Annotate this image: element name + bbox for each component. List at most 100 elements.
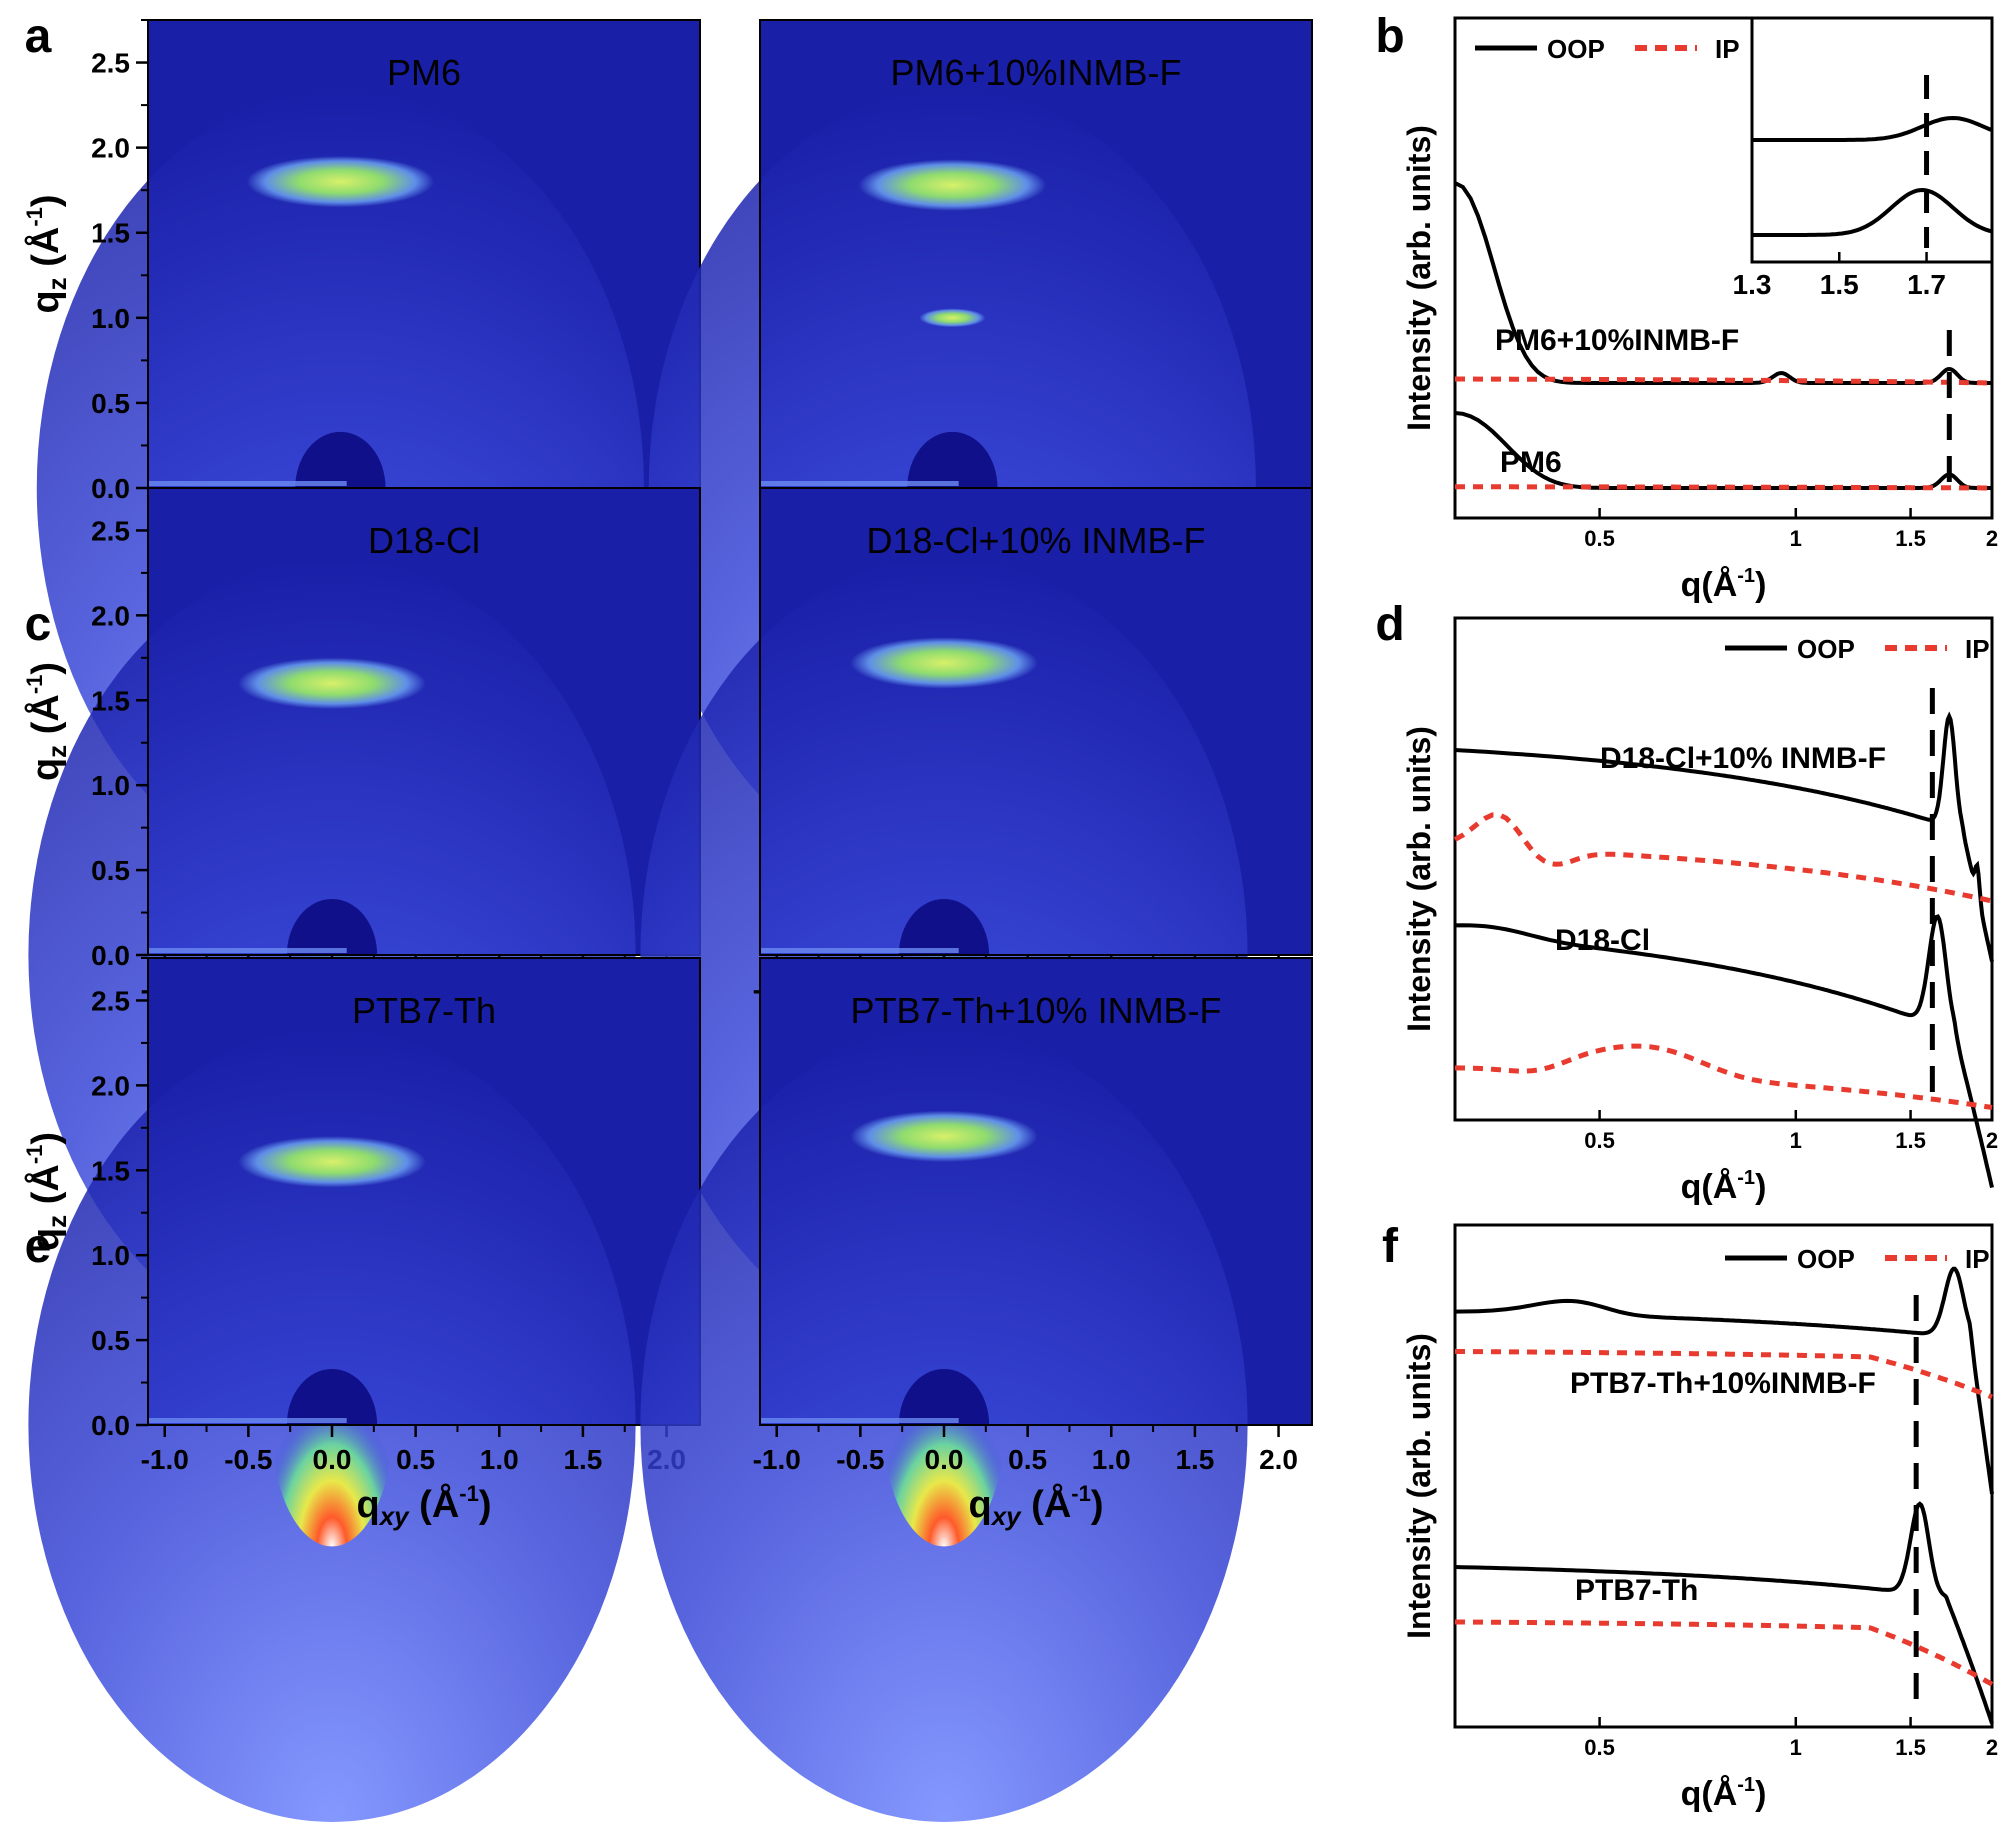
y-axis-label: qz (Å-1) [22,1132,72,1251]
x-tick-label: 1.0 [480,1444,519,1475]
x-tick-label: -0.5 [224,1444,272,1475]
ip-line-neat [1455,1619,1994,1687]
y-tick-label: 0.0 [91,940,130,971]
diffraction-peak-2 [919,308,986,328]
x-tick-label: 1.5 [1895,1735,1926,1760]
x-axis-label: qxy (Å-1) [356,1481,491,1531]
panel-letter-e: e [25,1220,52,1273]
y-tick-label: 2.5 [91,515,130,546]
horizon-line [148,948,347,953]
beamstop [898,1368,990,1425]
x-tick-label: 1.5 [1895,1128,1926,1153]
y-axis-label: Intensity (arb. units) [1401,1333,1437,1639]
y-axis-label: Intensity (arb. units) [1401,726,1437,1032]
sample-label-2: PTB7-Th [1575,1574,1698,1607]
beamstop [286,1368,378,1425]
legend-oop-label: OOP [1797,1244,1855,1274]
panel-letter-a: a [25,10,52,63]
horizon-line [760,481,959,486]
y-tick-label: 0.5 [91,855,130,886]
sample-label-2: PM6 [1500,446,1562,479]
ip-line-neat [1455,484,1992,491]
heatmap-title: PTB7-Th+10% INMB-F [850,990,1221,1031]
y-tick-label: 0.5 [91,1325,130,1356]
legend-ip-label: IP [1965,634,1990,664]
beamstop [295,431,386,488]
legend-oop-label: OOP [1547,34,1605,64]
ip-line-blend [1453,812,1993,904]
horizon-line [148,481,347,486]
x-tick-label: 0.5 [1008,1444,1047,1475]
panel-letter-f: f [1382,1220,1399,1273]
horizon-line [148,1418,347,1423]
y-tick-label: 0.0 [91,473,130,504]
x-tick-label: 0.5 [1584,1128,1615,1153]
sample-label-1: PTB7-Th+10%INMB-F [1570,1367,1876,1400]
x-axis-label: qxy (Å-1) [968,1481,1103,1531]
x-tick-label: 0.5 [1584,526,1615,551]
heatmap-title: PTB7-Th [352,990,496,1031]
y-tick-label: 2.0 [91,133,130,164]
y-tick-label: 1.0 [91,1240,130,1271]
inset-curve-1 [1752,115,1993,142]
horizon-line [760,948,959,953]
x-tick-label: 1 [1790,1128,1802,1153]
legend-oop-label: OOP [1797,634,1855,664]
ip-line-neat [1454,1043,1993,1110]
x-axis-label: q(Å-1) [1681,565,1767,604]
ip-line-blend [1455,1349,1993,1400]
plot-frame [759,957,1313,1426]
diffraction-peak-1 [850,1110,1038,1162]
inset-x-tick-label: 1.5 [1820,269,1859,300]
y-tick-label: 0.5 [91,388,130,419]
inset-curve-2 [1752,187,1993,237]
heatmap-title: PM6 [387,52,461,93]
inset-x-tick-label: 1.3 [1733,269,1772,300]
x-axis-label: q(Å-1) [1681,1774,1767,1813]
legend-ip-label: IP [1715,34,1740,64]
diffraction-peak-1 [238,1136,426,1188]
x-tick-label: -0.5 [836,1444,884,1475]
beamstop [286,898,378,955]
heatmap-title: D18-Cl [368,520,480,561]
profile-panel-b: 0.5 1 1.5 2 q(Å-1) Intensity (arb. units) OOP I… [1401,16,1998,604]
diffraction-peak-1 [238,657,426,709]
oop-line-neat [1454,914,1994,1189]
diffraction-peak-1 [858,159,1047,211]
plot-frame [759,487,1313,956]
x-tick-label: 0.0 [925,1444,964,1475]
y-axis-label: qz (Å-1) [22,662,72,781]
profile-panel-d: 0.5 1 1.5 2 q(Å-1) Intensity (arb. units) OOP I… [1401,616,1998,1206]
x-tick-label: 0.0 [313,1444,352,1475]
profile-panel-f: 0.5 1 1.5 2 q(Å-1) Intensity (arb. units) OOP I… [1401,1223,1998,1813]
y-tick-label: 2.0 [91,600,130,631]
y-tick-label: 2.5 [91,985,130,1016]
plot-frame [1453,16,1994,520]
x-tick-label: 2.0 [1259,1444,1298,1475]
diffraction-peak-1 [246,155,435,208]
inset-plot: 1.3 1.5 1.7 [1733,16,1994,300]
x-tick-label: 1 [1790,526,1802,551]
x-tick-label: 2 [1986,1735,1998,1760]
x-tick-label: 1.0 [1092,1444,1131,1475]
y-tick-label: 2.0 [91,1070,130,1101]
x-tick-label: 0.5 [396,1444,435,1475]
sample-label-2: D18-Cl [1555,924,1650,957]
heatmap-title: PM6+10%INMB-F [890,52,1181,93]
plot-frame [1453,1223,1994,1729]
y-axis-label: Intensity (arb. units) [1401,125,1437,431]
oop-line-blend [1454,711,1994,962]
y-tick-label: 1.5 [91,218,130,249]
beamstop [898,898,990,955]
giwaxs-panel-6: -1.0 -0.5 0.0 0.5 1.0 1.5 2.0 qxy (Å-1) PTB7-Th+… [640,957,1313,1822]
horizon-line [760,1418,959,1423]
sample-label-1: PM6+10%INMB-F [1495,324,1739,357]
y-tick-label: 1.5 [91,685,130,716]
y-tick-label: 1.0 [91,770,130,801]
y-tick-label: 1.0 [91,303,130,334]
legend-ip-label: IP [1965,1244,1990,1274]
x-tick-label: 1 [1790,1735,1802,1760]
panel-letter-c: c [25,598,52,651]
